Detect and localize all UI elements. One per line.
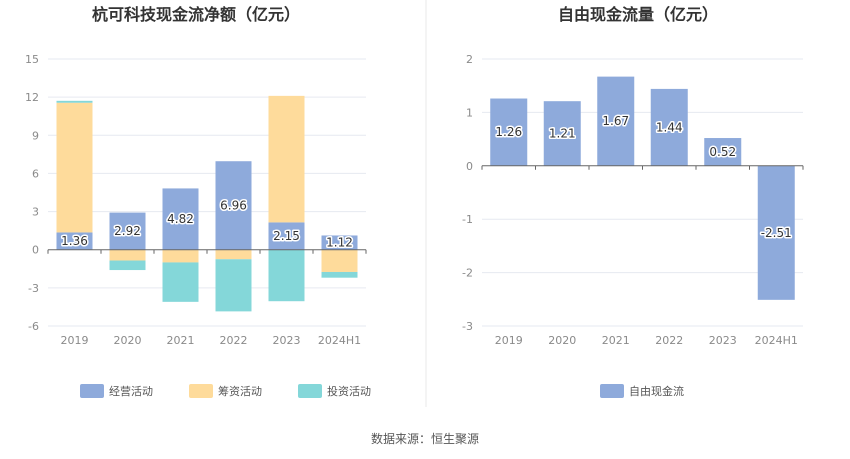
y-tick-label: -3 — [28, 282, 39, 295]
legend-swatch-自由现金流 — [600, 384, 624, 398]
legend-label-筹资活动: 筹资活动 — [218, 384, 262, 398]
y-tick-label: 0 — [32, 244, 39, 257]
data-label: 1.44 — [656, 120, 683, 134]
data-label: 2.92 — [114, 224, 141, 238]
y-tick-label: 1 — [466, 106, 473, 119]
x-tick-label: 2024H1 — [318, 334, 361, 347]
data-label: 0.52 — [709, 145, 736, 159]
x-tick-label: 2020 — [114, 334, 142, 347]
legend-label-投资活动: 投资活动 — [327, 384, 371, 398]
data-source: 数据来源：恒生聚源 — [371, 431, 479, 446]
x-tick-label: 2021 — [602, 334, 630, 347]
data-label: 2.15 — [273, 229, 300, 243]
x-tick-label: 2020 — [548, 334, 576, 347]
bar-筹资活动-2022 — [215, 249, 252, 260]
y-tick-label: 2 — [466, 53, 473, 66]
bar-自由现金流-2020 — [543, 101, 581, 166]
bar-投资活动-2023 — [268, 249, 305, 302]
bar-投资活动-2019 — [56, 100, 93, 103]
x-tick-label: 2022 — [220, 334, 248, 347]
y-tick-label: -1 — [462, 213, 473, 226]
x-tick-label: 2024H1 — [755, 334, 798, 347]
legend-swatch-经营活动 — [80, 384, 104, 398]
data-label: 1.67 — [602, 114, 629, 128]
data-label: 1.36 — [61, 234, 88, 248]
bar-自由现金流-2022 — [650, 88, 688, 166]
bar-筹资活动-2024H1 — [321, 249, 358, 272]
legend-label-经营活动: 经营活动 — [109, 384, 153, 398]
data-label: 1.26 — [495, 125, 522, 139]
legend-label-自由现金流: 自由现金流 — [629, 384, 684, 398]
bar-自由现金流-2021 — [597, 76, 635, 166]
bar-经营活动-2019 — [56, 232, 93, 250]
bar-自由现金流-2023 — [704, 138, 742, 166]
y-tick-label: -2 — [462, 267, 473, 280]
y-tick-label: 0 — [466, 160, 473, 173]
legend-swatch-投资活动 — [298, 384, 322, 398]
y-tick-label: -3 — [462, 320, 473, 333]
bar-筹资活动-2023 — [268, 95, 305, 223]
data-label: -2.51 — [761, 226, 792, 240]
data-label: 6.96 — [220, 198, 247, 212]
bar-自由现金流-2019 — [490, 98, 528, 166]
bar-经营活动-2020 — [109, 212, 146, 250]
x-tick-label: 2022 — [655, 334, 683, 347]
y-tick-label: 9 — [32, 129, 39, 142]
bar-自由现金流-2024H1 — [757, 165, 795, 300]
legend-swatch-筹资活动 — [189, 384, 213, 398]
bar-经营活动-2023 — [268, 222, 305, 250]
free-cash-flow-chart: -3 -2 -1 0 1 2 2019 2020 2021 2022 2023 2024H1 1.26 1… — [462, 53, 804, 398]
chart-title-cash-flow: 杭可科技现金流净额（亿元） — [92, 5, 300, 24]
data-label: 1.12 — [326, 236, 353, 250]
bar-筹资活动-2021 — [162, 249, 199, 263]
x-tick-label: 2023 — [709, 334, 737, 347]
bar-经营活动-2024H1 — [321, 235, 358, 250]
bar-经营活动-2021 — [162, 188, 199, 250]
x-tick-label: 2019 — [495, 334, 523, 347]
bar-经营活动-2022 — [215, 161, 252, 250]
bar-投资活动-2022 — [215, 259, 252, 312]
data-label: 1.21 — [549, 126, 576, 140]
bar-筹资活动-2019 — [56, 102, 93, 233]
bar-筹资活动-2020 — [109, 249, 146, 261]
data-label: 4.82 — [167, 212, 194, 226]
y-tick-label: 15 — [25, 53, 39, 66]
bar-投资活动-2024H1 — [321, 271, 358, 278]
chart-title-free-cash-flow: 自由现金流量（亿元） — [558, 5, 718, 24]
x-tick-label: 2023 — [273, 334, 301, 347]
cash-flow-chart: -6 -3 0 3 6 9 12 15 2019 2020 2021 2022 2023 2024H1 1.… — [25, 53, 371, 398]
bar-投资活动-2020 — [109, 260, 146, 271]
x-tick-label: 2019 — [61, 334, 89, 347]
y-tick-label: 12 — [25, 91, 39, 104]
bar-投资活动-2021 — [162, 262, 199, 302]
x-tick-label: 2021 — [167, 334, 195, 347]
y-tick-label: 6 — [32, 167, 39, 180]
y-tick-label: 3 — [32, 206, 39, 219]
y-tick-label: -6 — [28, 320, 39, 333]
